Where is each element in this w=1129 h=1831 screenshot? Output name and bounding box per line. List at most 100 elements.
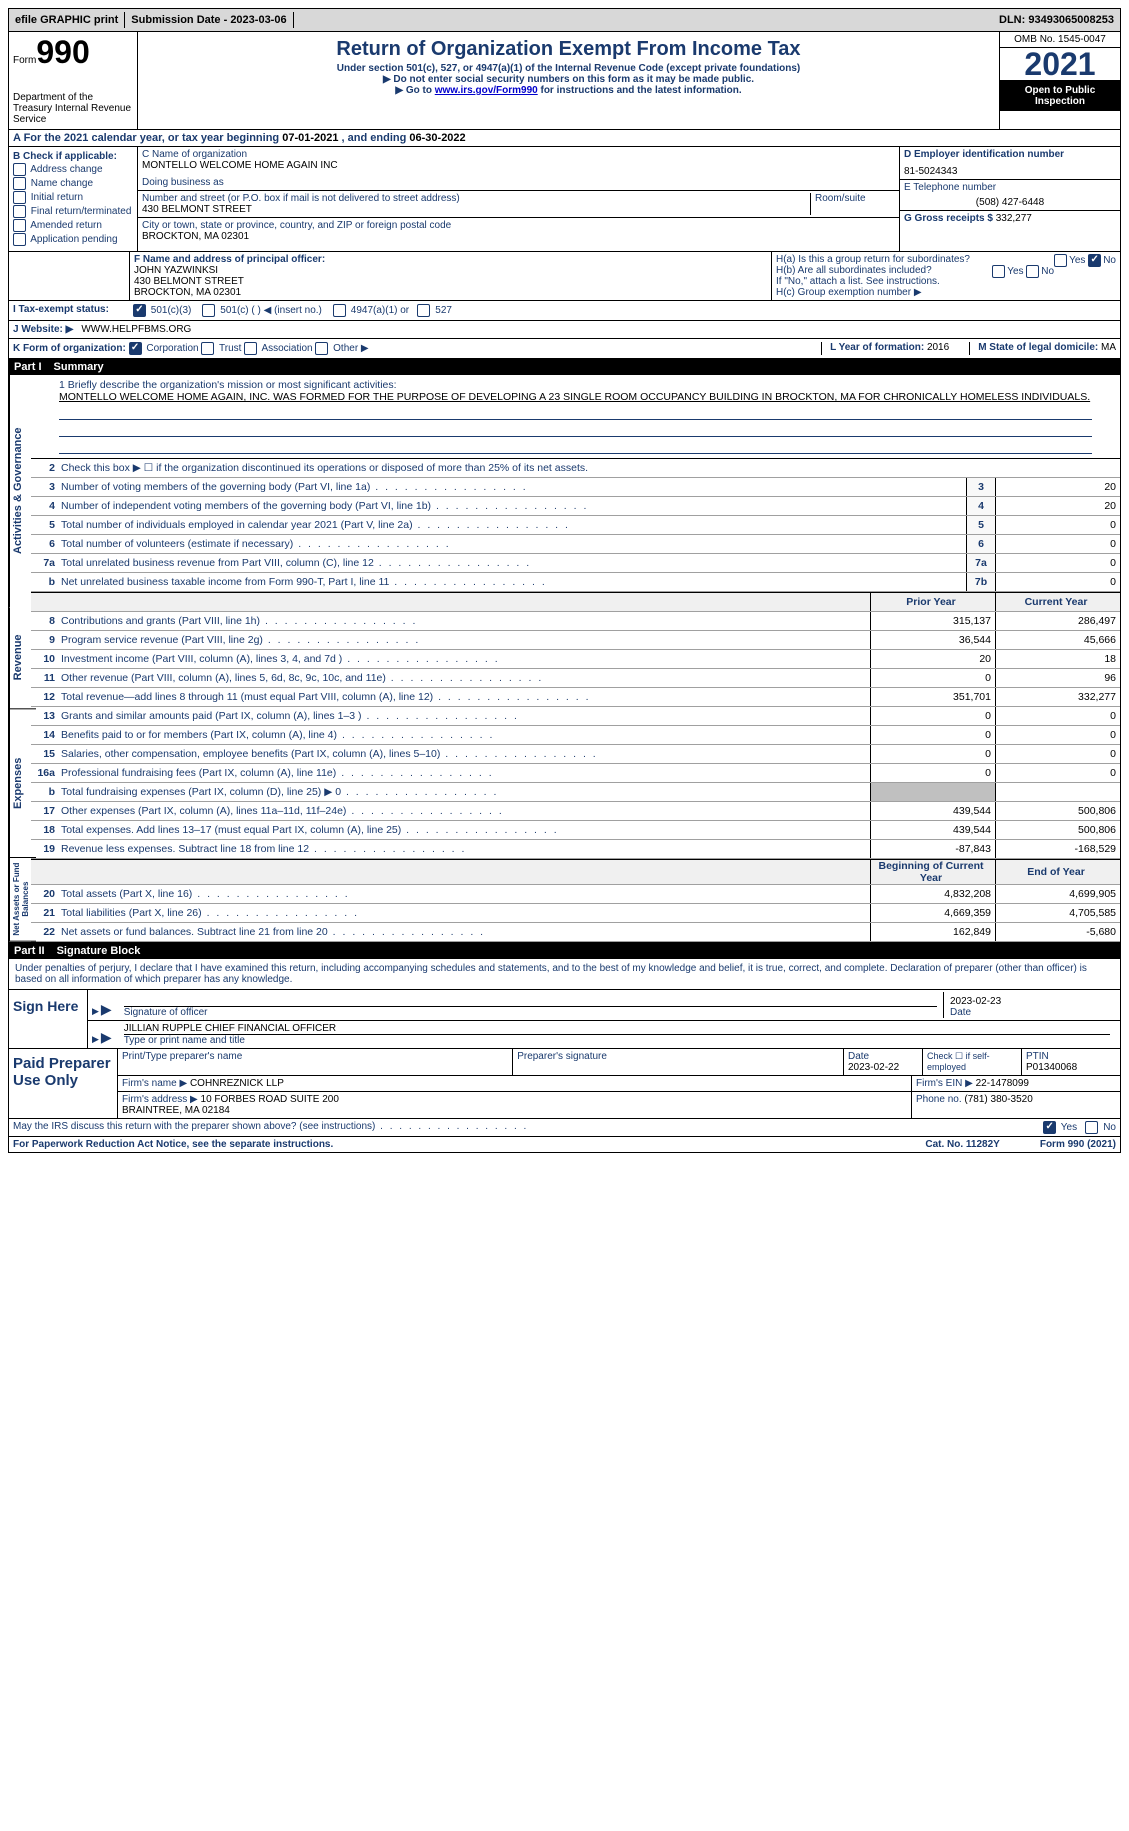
subtitle-2: ▶ Do not enter social security numbers o… [146,74,991,85]
state-domicile: MA [1101,342,1116,353]
firm-ein: 22-1478099 [976,1078,1029,1089]
bottom-line: For Paperwork Reduction Act Notice, see … [8,1137,1121,1153]
line-4: 4Number of independent voting members of… [31,497,1120,516]
check-amended[interactable] [13,219,26,232]
line-11: 11Other revenue (Part VIII, column (A), … [31,669,1120,688]
hb-no[interactable] [1026,265,1039,278]
check-501c[interactable] [202,304,215,317]
line-20: 20Total assets (Part X, line 16) 4,832,2… [31,885,1120,904]
sig-date: 2023-02-23 [950,996,1110,1007]
public-inspection: Open to Public Inspection [1000,81,1120,111]
check-final-return[interactable] [13,205,26,218]
org-name: MONTELLO WELCOME HOME AGAIN INC [142,160,895,171]
officer-name: JOHN YAZWINKSI [134,265,767,276]
line-9: 9Program service revenue (Part VIII, lin… [31,631,1120,650]
paid-preparer-label: Paid Preparer Use Only [9,1049,117,1118]
check-address-change[interactable] [13,163,26,176]
phone: (508) 427-6448 [904,197,1116,208]
paid-preparer-block: Paid Preparer Use Only Print/Type prepar… [9,1048,1120,1118]
mission-block: 1 Briefly describe the organization's mi… [31,375,1120,459]
line-10: 10Investment income (Part VIII, column (… [31,650,1120,669]
firm-name: COHNREZNICK LLP [190,1078,284,1089]
check-app-pending[interactable] [13,233,26,246]
row-j: J Website: ▶ WWW.HELPFBMS.ORG [8,321,1121,339]
check-initial-return[interactable] [13,191,26,204]
discuss-no[interactable] [1085,1121,1098,1134]
col-b: B Check if applicable: Address change Na… [9,147,138,251]
tax-year: 2021 [1000,48,1120,81]
vtab-revenue: Revenue [9,607,36,709]
ha-yes[interactable] [1054,254,1067,267]
submission-date: Submission Date - 2023-03-06 [125,12,293,28]
check-name-change[interactable] [13,177,26,190]
dept-label: Department of the Treasury Internal Reve… [13,92,133,125]
current-year-head: Current Year [995,593,1120,611]
ha-no[interactable] [1088,254,1101,267]
line-3: 3Number of voting members of the governi… [31,478,1120,497]
irs-link[interactable]: www.irs.gov/Form990 [435,85,538,96]
sign-here-label: Sign Here [9,990,88,1048]
line-b: bTotal fundraising expenses (Part IX, co… [31,783,1120,802]
sig-intro: Under penalties of perjury, I declare th… [9,959,1120,990]
officer-addr1: 430 BELMONT STREET [134,276,767,287]
firm-phone: (781) 380-3520 [964,1094,1032,1105]
line-19: 19Revenue less expenses. Subtract line 1… [31,840,1120,859]
city-state-zip: BROCKTON, MA 02301 [142,231,895,242]
prior-year-head: Prior Year [870,593,995,611]
line-6: 6Total number of volunteers (estimate if… [31,535,1120,554]
hb-yes[interactable] [992,265,1005,278]
check-corp[interactable] [129,342,142,355]
col-c: C Name of organization MONTELLO WELCOME … [138,147,899,251]
signature-block: Under penalties of perjury, I declare th… [8,959,1121,1119]
website: WWW.HELPFBMS.ORG [81,324,191,335]
line-14: 14Benefits paid to or for members (Part … [31,726,1120,745]
line-2: 2Check this box ▶ ☐ if the organization … [31,459,1120,478]
line-21: 21Total liabilities (Part X, line 26) 4,… [31,904,1120,923]
line-12: 12Total revenue—add lines 8 through 11 (… [31,688,1120,707]
line-15: 15Salaries, other compensation, employee… [31,745,1120,764]
part-2-header: Part II Signature Block [8,943,1121,959]
line-18: 18Total expenses. Add lines 13–17 (must … [31,821,1120,840]
subtitle-1: Under section 501(c), 527, or 4947(a)(1)… [146,63,991,74]
check-other[interactable] [315,342,328,355]
section-b-c-d: B Check if applicable: Address change Na… [8,147,1121,252]
officer-typed-name: JILLIAN RUPPLE CHIEF FINANCIAL OFFICER [124,1023,1110,1035]
form-title: Return of Organization Exempt From Incom… [146,38,991,61]
discuss-row: May the IRS discuss this return with the… [8,1119,1121,1137]
vtab-net-assets: Net Assets or Fund Balances [9,858,36,942]
line-8: 8Contributions and grants (Part VIII, li… [31,612,1120,631]
cat-no: Cat. No. 11282Y [925,1139,999,1150]
begin-year-head: Beginning of Current Year [870,860,995,884]
prep-date: 2023-02-22 [848,1062,899,1073]
efile-label: efile GRAPHIC print [9,12,125,28]
check-527[interactable] [417,304,430,317]
sig-arrow-icon-2: ▶ [92,1029,112,1046]
dln: DLN: 93493065008253 [993,12,1120,28]
gross-receipts: 332,277 [996,213,1032,224]
line-22: 22Net assets or fund balances. Subtract … [31,923,1120,942]
street-address: 430 BELMONT STREET [142,204,810,215]
vtab-expenses: Expenses [9,709,36,858]
end-year-head: End of Year [995,860,1120,884]
part-1-header: Part I Summary [8,359,1121,375]
line-b: bNet unrelated business taxable income f… [31,573,1120,592]
vtab-governance: Activities & Governance [9,375,36,607]
form-number: 990 [36,34,89,70]
line-7a: 7aTotal unrelated business revenue from … [31,554,1120,573]
year-end: 06-30-2022 [409,132,465,144]
room-suite-label: Room/suite [810,193,895,215]
check-trust[interactable] [201,342,214,355]
sig-arrow-icon: ▶ [92,1001,112,1018]
row-k: K Form of organization: Corporation Trus… [8,339,1121,359]
ein: 81-5024343 [904,166,1116,177]
mission-text: MONTELLO WELCOME HOME AGAIN, INC. WAS FO… [59,391,1092,403]
line-16a: 16aProfessional fundraising fees (Part I… [31,764,1120,783]
section-f-h: F Name and address of principal officer:… [8,252,1121,301]
line-5: 5Total number of individuals employed in… [31,516,1120,535]
check-assoc[interactable] [244,342,257,355]
line-17: 17Other expenses (Part IX, column (A), l… [31,802,1120,821]
form-header: Form990 Department of the Treasury Inter… [8,32,1121,130]
discuss-yes[interactable] [1043,1121,1056,1134]
check-501c3[interactable] [133,304,146,317]
check-4947[interactable] [333,304,346,317]
